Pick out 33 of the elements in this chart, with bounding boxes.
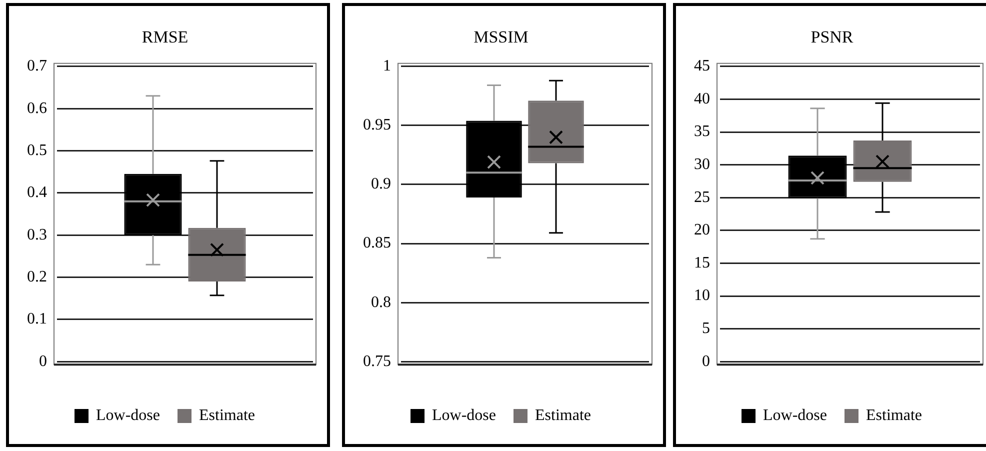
y-tick-label: 0.8 <box>371 294 391 311</box>
legend-label: Low-dose <box>96 407 160 424</box>
chart-title: RMSE <box>142 28 188 47</box>
legend-label: Low-dose <box>432 407 496 424</box>
y-tick-label: 30 <box>694 156 710 174</box>
y-tick-label: 0.2 <box>27 268 47 286</box>
y-tick-label: 0.95 <box>363 116 391 134</box>
legend-label: Low-dose <box>763 407 827 424</box>
y-tick-label: 25 <box>694 188 710 206</box>
legend-label: Estimate <box>535 407 591 424</box>
y-tick-label: 0 <box>702 352 710 370</box>
y-tick-label: 0.3 <box>27 226 47 244</box>
chart-title: PSNR <box>810 28 854 47</box>
y-tick-label: 0.9 <box>371 176 391 193</box>
y-tick-label: 0 <box>39 352 47 370</box>
y-tick-label: 5 <box>702 320 710 338</box>
y-tick-label: 0.4 <box>27 184 47 202</box>
y-tick-label: 0.1 <box>27 310 47 328</box>
legend-label: Estimate <box>866 407 922 424</box>
y-tick-label: 40 <box>694 90 710 108</box>
y-tick-label: 0.7 <box>27 58 47 75</box>
y-tick-label: 0.6 <box>27 100 47 117</box>
y-tick-label: 1 <box>383 58 391 75</box>
y-tick-label: 45 <box>694 58 710 75</box>
y-tick-label: 20 <box>694 222 710 239</box>
y-tick-label: 10 <box>694 287 710 304</box>
y-tick-label: 0.85 <box>363 234 391 252</box>
y-tick-label: 35 <box>694 123 710 140</box>
chart-title: MSSIM <box>474 28 528 47</box>
y-tick-label: 0.5 <box>27 142 47 159</box>
y-tick-label: 15 <box>694 254 710 272</box>
y-tick-label: 0.75 <box>363 352 391 370</box>
legend-label: Estimate <box>199 407 255 424</box>
